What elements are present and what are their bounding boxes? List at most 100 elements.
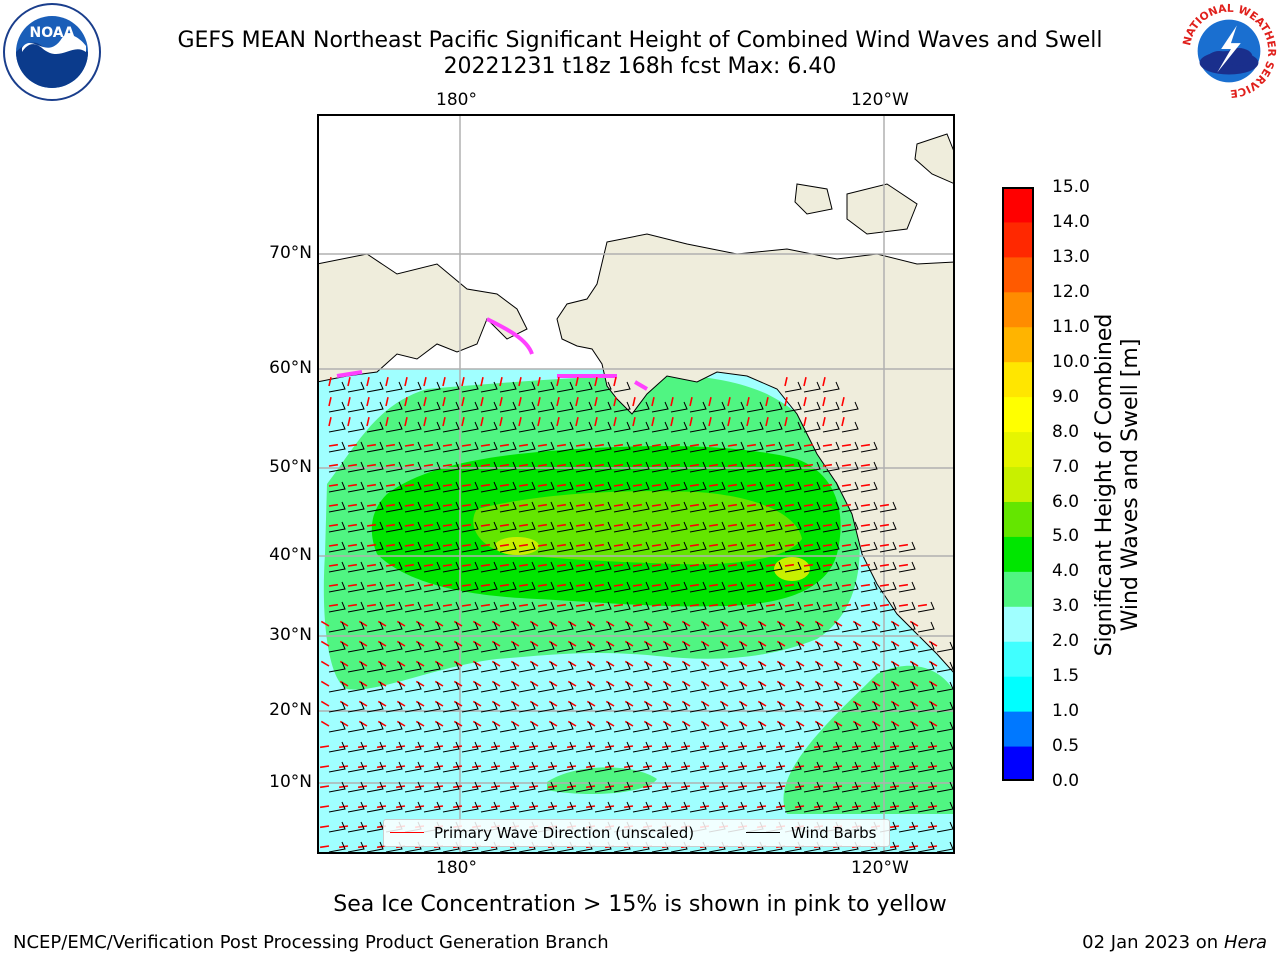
wind-barb (651, 581, 669, 593)
wind-barb (442, 701, 460, 713)
wave-direction-arrow (575, 543, 586, 547)
wave-direction-arrow (404, 603, 415, 607)
wind-barb (917, 661, 935, 673)
wave-direction-arrow (567, 660, 577, 667)
wind-barb (594, 801, 612, 813)
wind-barb (556, 601, 574, 613)
wind-barb (841, 561, 859, 573)
wind-barb (860, 801, 878, 813)
wind-barb (746, 601, 764, 613)
wind-barb (556, 461, 574, 473)
wind-barb (499, 381, 517, 393)
wind-barb (746, 781, 764, 793)
wave-direction-arrow (385, 563, 396, 567)
wind-barb (480, 421, 498, 433)
wind-barb (746, 421, 764, 433)
colorbar-cell (1002, 641, 1034, 677)
wave-direction-arrow (871, 620, 881, 627)
wind-barb (404, 501, 422, 513)
wave-direction-arrow (700, 680, 710, 687)
wave-direction-arrow (594, 417, 598, 427)
wind-barb (385, 521, 403, 533)
colorbar-title-line2: Wind Waves and Swell [m] (1118, 338, 1143, 632)
wave-direction-arrow (814, 660, 824, 667)
wind-barb (556, 721, 574, 733)
wave-direction-arrow (499, 523, 510, 527)
wave-direction-arrow (594, 603, 605, 607)
wave-direction-arrow (643, 720, 653, 727)
wind-barb (765, 521, 783, 533)
wave-direction-arrow (328, 397, 332, 407)
wind-barb (651, 401, 669, 413)
wave-direction-arrow (689, 417, 693, 427)
wind-barb (594, 761, 612, 773)
wave-direction-arrow (480, 563, 491, 567)
wind-barb (803, 761, 821, 773)
wind-barb (632, 761, 650, 773)
wave-direction-arrow (765, 543, 776, 547)
wind-barb (518, 641, 536, 653)
wave-direction-arrow (415, 640, 425, 647)
wave-direction-arrow (662, 700, 672, 707)
wind-barb (480, 621, 498, 633)
wave-direction-arrow (404, 523, 415, 527)
wave-direction-arrow (347, 463, 358, 467)
wave-direction-arrow (822, 523, 833, 527)
wind-barb (803, 621, 821, 633)
wind-barb (556, 561, 574, 573)
colorbar-cell (1002, 256, 1034, 293)
wind-barb (689, 721, 707, 733)
wave-direction-arrow (586, 660, 596, 667)
wave-direction-arrow (776, 640, 786, 647)
wave-direction-arrow (499, 463, 510, 467)
wind-barb (689, 601, 707, 613)
wind-barb (784, 761, 802, 773)
wind-barb (442, 381, 460, 393)
wind-barb (556, 521, 574, 533)
wind-barb (537, 641, 555, 653)
wind-barb (480, 481, 498, 493)
sea-ice-note: Sea Ice Concentration > 15% is shown in … (333, 892, 947, 917)
wind-barb (613, 541, 631, 553)
colorbar-cell (1002, 501, 1034, 537)
wind-barb (442, 781, 460, 793)
wind-barb (765, 801, 783, 813)
wave-direction-arrow (404, 397, 408, 407)
wind-barb (461, 681, 479, 693)
wave-direction-arrow (453, 640, 463, 647)
wave-direction-arrow (651, 563, 662, 567)
wind-barb (518, 461, 536, 473)
wave-direction-arrow (472, 660, 482, 667)
wind-barb (613, 521, 631, 533)
wind-barb (575, 501, 593, 513)
wave-direction-arrow (814, 720, 824, 727)
wave-direction-arrow (319, 845, 330, 849)
wind-barb (822, 681, 840, 693)
wind-barb (784, 541, 802, 553)
wind-barb (347, 641, 365, 653)
wave-direction-arrow (822, 563, 833, 567)
wind-barb (328, 521, 346, 533)
wave-direction-arrow (586, 700, 596, 707)
wave-direction-arrow (757, 620, 767, 627)
wind-barb (689, 781, 707, 793)
wave-direction-arrow (537, 503, 548, 507)
wind-barb (727, 721, 745, 733)
colorbar-tick-label: 4.0 (1052, 561, 1080, 582)
wave-direction-arrow (377, 640, 387, 647)
wind-barb (689, 681, 707, 693)
wave-direction-arrow (898, 543, 909, 547)
wind-barb (461, 661, 479, 673)
wind-barb (366, 581, 384, 593)
wind-barb (613, 481, 631, 493)
wind-barb (917, 781, 935, 793)
wind-barb (898, 601, 916, 613)
wave-direction-arrow (605, 620, 615, 627)
wind-barb (442, 461, 460, 473)
wave-direction-arrow (784, 603, 795, 607)
wave-direction-arrow (662, 640, 672, 647)
wind-barb (765, 781, 783, 793)
wind-barb (499, 641, 517, 653)
wind-barb (708, 681, 726, 693)
wave-direction-arrow (594, 543, 605, 547)
